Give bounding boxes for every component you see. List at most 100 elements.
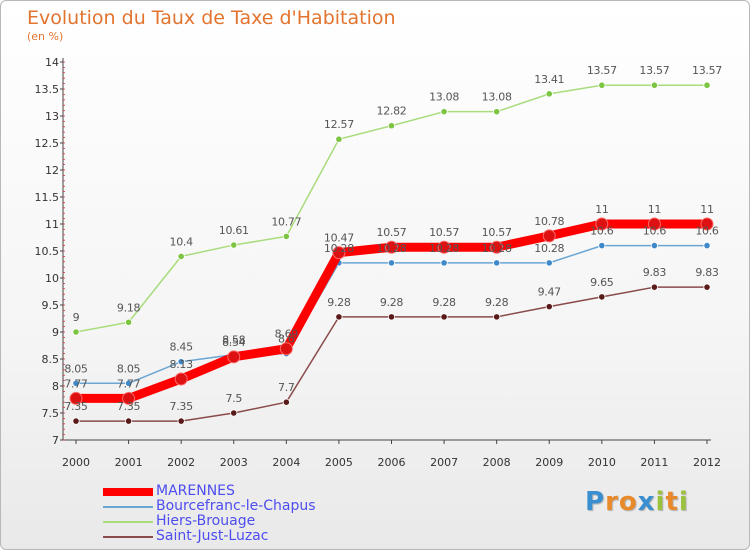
- data-point: [72, 379, 80, 387]
- x-tick-label: 2009: [535, 456, 563, 469]
- data-point: [437, 240, 451, 254]
- x-tick-label: 2008: [483, 456, 511, 469]
- y-tick-label: 9: [52, 326, 59, 339]
- data-label: 10.57: [429, 226, 459, 239]
- legend-label: MARENNES: [156, 483, 235, 499]
- data-label: 9.28: [327, 296, 351, 309]
- data-label: 10.6: [590, 225, 614, 238]
- legend-label: Saint-Just-Luzac: [156, 528, 269, 544]
- y-tick-label: 13.5: [35, 83, 60, 96]
- data-point: [650, 242, 659, 250]
- data-label: 10.47: [324, 232, 354, 245]
- y-tick-label: 11: [45, 218, 59, 231]
- data-label: 9: [73, 311, 80, 324]
- data-label: 13.57: [587, 64, 617, 77]
- chart-unit: (en %): [27, 30, 64, 43]
- legend-swatch: [103, 521, 153, 523]
- data-point: [440, 108, 448, 116]
- data-point: [490, 240, 504, 254]
- x-tick-label: 2005: [325, 456, 353, 469]
- brand-logo: Proxiti: [585, 487, 689, 517]
- data-point: [124, 417, 133, 425]
- data-label: 13.57: [692, 64, 722, 77]
- data-point: [545, 259, 553, 267]
- data-point: [650, 283, 659, 291]
- data-label: 8.05: [64, 362, 88, 375]
- x-tick-label: 2007: [430, 456, 458, 469]
- data-point: [598, 242, 606, 250]
- legend-item: MARENNES: [103, 484, 403, 499]
- data-label: 8.13: [170, 358, 194, 371]
- data-label: 9.83: [643, 266, 667, 279]
- data-point: [332, 246, 346, 260]
- data-point: [598, 81, 606, 89]
- brand-letter: i: [678, 487, 689, 517]
- legend-item: Hiers-Brouage: [103, 514, 403, 529]
- data-label: 9.28: [380, 296, 404, 309]
- data-point: [387, 259, 396, 267]
- data-label: 12.82: [377, 105, 407, 118]
- data-point: [647, 217, 661, 231]
- data-point: [598, 293, 606, 301]
- data-point: [177, 252, 185, 260]
- data-label: 9.28: [432, 296, 456, 309]
- data-point: [703, 81, 711, 89]
- data-point: [542, 229, 556, 243]
- data-label: 7.77: [64, 377, 88, 390]
- y-tick-label: 14: [45, 56, 59, 69]
- data-label: 10.61: [219, 224, 249, 237]
- data-point: [387, 122, 396, 130]
- data-point: [493, 259, 501, 267]
- data-point: [387, 313, 396, 321]
- data-point: [177, 417, 185, 425]
- y-tick-label: 13: [45, 110, 59, 123]
- data-point: [650, 81, 659, 89]
- brand-letter: P: [585, 487, 606, 517]
- data-label: 7.35: [64, 400, 88, 413]
- data-point: [230, 241, 238, 249]
- data-label: 7.7: [278, 381, 295, 394]
- y-tick-label: 11.5: [35, 191, 60, 204]
- data-label: 7.5: [225, 392, 242, 405]
- data-point: [227, 350, 241, 364]
- data-point: [72, 417, 80, 425]
- data-point: [440, 259, 448, 267]
- legend-item: Saint-Just-Luzac: [103, 529, 403, 544]
- legend-swatch: [103, 488, 153, 496]
- data-point: [493, 313, 501, 321]
- data-point: [545, 303, 553, 311]
- data-point: [124, 318, 133, 326]
- data-point: [703, 283, 711, 291]
- data-label: 9.28: [485, 296, 509, 309]
- data-label: 10.57: [482, 226, 512, 239]
- data-label: 10.77: [271, 215, 301, 228]
- x-tick-label: 2004: [272, 456, 300, 469]
- legend-swatch: [103, 536, 153, 538]
- y-tick-label: 7: [52, 434, 59, 447]
- x-tick-label: 2011: [640, 456, 668, 469]
- data-label: 10.6: [695, 225, 719, 238]
- brand-letter: i: [655, 487, 666, 517]
- data-point: [335, 135, 343, 143]
- data-point: [69, 391, 83, 405]
- legend-label: Hiers-Brouage: [156, 513, 256, 529]
- y-tick-label: 10.5: [35, 245, 60, 258]
- data-point: [703, 242, 711, 250]
- brand-letter: o: [618, 487, 638, 517]
- data-point: [230, 409, 238, 417]
- data-label: 11: [648, 203, 661, 216]
- brand-letter: x: [637, 487, 656, 517]
- data-label: 13.41: [534, 73, 564, 86]
- data-label: 10.6: [643, 225, 667, 238]
- data-label: 8.58: [222, 334, 246, 347]
- y-tick-label: 8.5: [42, 353, 60, 366]
- data-label: 9.65: [590, 276, 614, 289]
- y-tick-label: 10: [45, 272, 59, 285]
- x-tick-label: 2010: [588, 456, 616, 469]
- data-label: 10.28: [429, 242, 459, 255]
- data-point: [545, 90, 553, 98]
- data-label: 10.28: [324, 242, 354, 255]
- data-point: [72, 328, 80, 336]
